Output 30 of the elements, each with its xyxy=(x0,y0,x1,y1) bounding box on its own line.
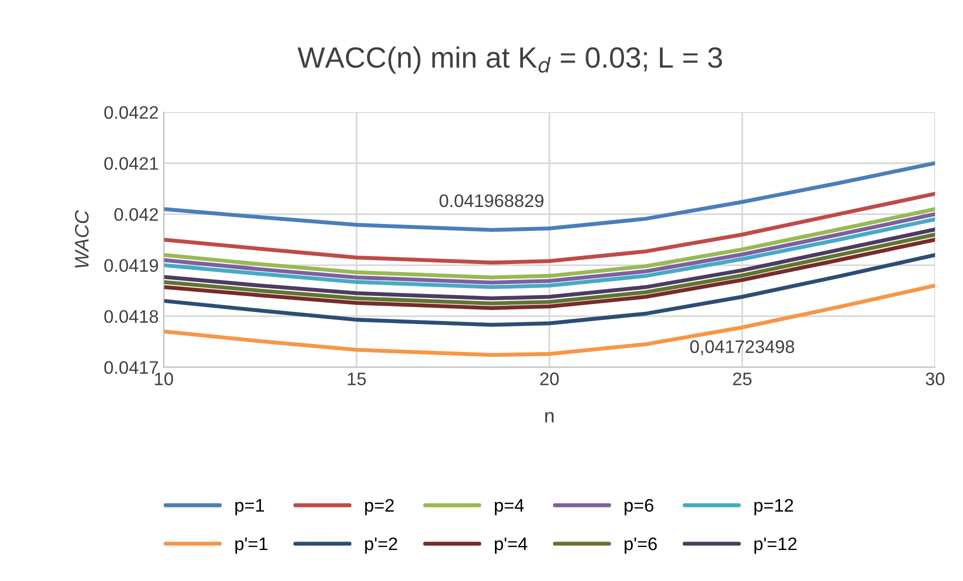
legend-label: p'=2 xyxy=(365,537,398,554)
line-series xyxy=(164,161,936,232)
chart-title: WACC(n) min at K$_{d}$ = 0.03; L = 3 xyxy=(298,46,722,74)
legend-label: p=12 xyxy=(754,498,794,516)
legend-label: p'=1 xyxy=(235,538,268,554)
annotation: 0,041723498 xyxy=(690,340,794,356)
legend-label: p=2 xyxy=(365,498,394,516)
x-tick-label: 30 xyxy=(926,372,944,386)
y-tick-label: 0.0421 xyxy=(104,157,158,170)
line-series xyxy=(164,284,936,357)
x-axis-title: n xyxy=(545,412,554,422)
x-tick-label: 10 xyxy=(155,372,174,386)
legend-label: p=1 xyxy=(235,499,264,516)
line-series xyxy=(164,253,936,327)
y-tick-label: 0.042 xyxy=(114,208,158,221)
y-tick-label: 0.0419 xyxy=(104,259,158,272)
y-tick-label: 0.0422 xyxy=(104,106,158,119)
legend-label: p=4 xyxy=(494,499,524,516)
legend-label: p'=4 xyxy=(494,538,528,554)
annotation: 0.041968829 xyxy=(440,194,544,208)
x-tick-label: 25 xyxy=(733,372,752,386)
legend-label: p'=6 xyxy=(624,537,657,554)
legend-label: p=6 xyxy=(624,498,654,516)
x-tick-label: 15 xyxy=(348,372,366,386)
y-axis-title: WACC xyxy=(74,210,89,268)
line-series xyxy=(164,192,936,265)
legend-label: p'=12 xyxy=(754,537,796,554)
x-tick-label: 20 xyxy=(540,372,559,386)
y-tick-label: 0.0418 xyxy=(104,310,158,323)
y-tick-label: 0.0417 xyxy=(104,361,158,374)
